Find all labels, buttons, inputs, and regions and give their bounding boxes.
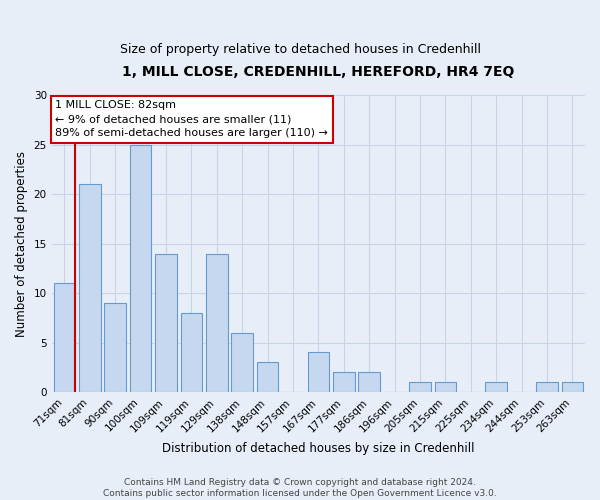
- Bar: [409, 382, 431, 392]
- Bar: [485, 382, 507, 392]
- Bar: [130, 145, 151, 392]
- Text: 1 MILL CLOSE: 82sqm
← 9% of detached houses are smaller (11)
89% of semi-detache: 1 MILL CLOSE: 82sqm ← 9% of detached hou…: [55, 100, 328, 138]
- Text: Contains HM Land Registry data © Crown copyright and database right 2024.
Contai: Contains HM Land Registry data © Crown c…: [103, 478, 497, 498]
- Bar: [257, 362, 278, 392]
- Text: Size of property relative to detached houses in Credenhill: Size of property relative to detached ho…: [119, 42, 481, 56]
- Bar: [155, 254, 177, 392]
- Bar: [104, 303, 126, 392]
- Bar: [333, 372, 355, 392]
- Bar: [53, 283, 75, 392]
- Bar: [358, 372, 380, 392]
- Bar: [434, 382, 456, 392]
- Title: 1, MILL CLOSE, CREDENHILL, HEREFORD, HR4 7EQ: 1, MILL CLOSE, CREDENHILL, HEREFORD, HR4…: [122, 65, 515, 79]
- Bar: [308, 352, 329, 392]
- Bar: [206, 254, 227, 392]
- Bar: [562, 382, 583, 392]
- Bar: [79, 184, 101, 392]
- Bar: [181, 313, 202, 392]
- Bar: [536, 382, 557, 392]
- Bar: [232, 332, 253, 392]
- Y-axis label: Number of detached properties: Number of detached properties: [15, 150, 28, 336]
- X-axis label: Distribution of detached houses by size in Credenhill: Distribution of detached houses by size …: [162, 442, 475, 455]
